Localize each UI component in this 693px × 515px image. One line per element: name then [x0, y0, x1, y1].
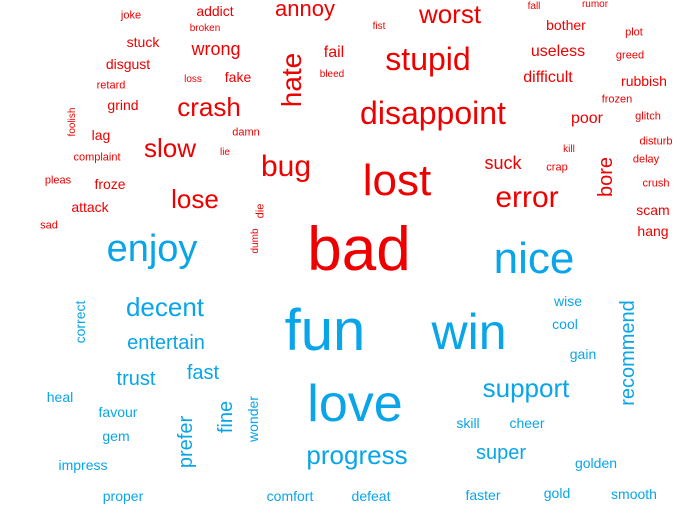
word-progress: progress	[306, 440, 408, 470]
word-addict: addict	[196, 3, 234, 19]
word-hate: hate	[276, 52, 307, 108]
word-wise: wise	[553, 293, 583, 309]
word-cool: cool	[552, 316, 578, 332]
word-gain: gain	[569, 346, 597, 362]
word-glitch: glitch	[635, 110, 661, 123]
word-heal: heal	[46, 389, 74, 405]
word-plot: plot	[625, 26, 643, 39]
word-fail: fail	[323, 44, 345, 61]
word-nice: nice	[493, 234, 575, 283]
word-bug: bug	[260, 150, 312, 183]
word-enjoy: enjoy	[106, 228, 198, 270]
word-poor: poor	[570, 110, 604, 127]
word-kill: kill	[563, 144, 575, 155]
word-disturb: disturb	[639, 135, 673, 148]
word-crap: crap	[546, 161, 568, 174]
word-skill: skill	[456, 415, 480, 431]
word-scam: scam	[636, 202, 670, 218]
word-die: die	[254, 203, 267, 219]
word-grind: grind	[107, 97, 139, 113]
word-froze: froze	[94, 176, 126, 192]
word-hang: hang	[637, 223, 669, 239]
word-complaint: complaint	[73, 151, 121, 164]
word-lie: lie	[219, 147, 231, 158]
word-wrong: wrong	[191, 39, 241, 59]
word-worst: worst	[418, 0, 482, 29]
word-attack: attack	[71, 199, 109, 215]
word-stupid: stupid	[385, 41, 471, 77]
word-stuck: stuck	[126, 34, 160, 50]
word-broken: broken	[189, 23, 221, 34]
word-impress: impress	[58, 457, 108, 473]
word-crush: crush	[642, 177, 670, 190]
word-super: super	[475, 442, 527, 464]
word-lose: lose	[171, 184, 219, 214]
word-faster: faster	[465, 487, 501, 503]
word-correct: correct	[72, 300, 88, 344]
word-dumb: dumb	[250, 228, 261, 254]
word-fake: fake	[224, 69, 252, 85]
word-fun: fun	[284, 298, 366, 363]
word-comfort: comfort	[266, 488, 314, 504]
word-fast: fast	[186, 362, 220, 384]
word-bother: bother	[546, 17, 586, 33]
word-loss: loss	[184, 74, 202, 85]
word-gold: gold	[543, 485, 571, 501]
word-useless: useless	[530, 43, 586, 60]
word-fist: fist	[372, 21, 386, 32]
word-smooth: smooth	[611, 486, 657, 502]
word-lag: lag	[91, 127, 111, 143]
word-support: support	[482, 373, 570, 403]
word-pleas: pleas	[44, 174, 72, 187]
word-entertain: entertain	[127, 332, 205, 354]
word-bad: bad	[307, 215, 411, 284]
word-delay: delay	[632, 153, 660, 166]
word-rumor: rumor	[581, 0, 609, 10]
word-foolish: foolish	[67, 107, 78, 137]
word-golden: golden	[574, 455, 618, 471]
word-greed: greed	[615, 49, 645, 62]
word-crash: crash	[177, 92, 241, 122]
word-defeat: defeat	[351, 488, 391, 504]
word-frozen: frozen	[601, 93, 633, 106]
word-recommend: recommend	[617, 300, 639, 406]
word-bore: bore	[595, 156, 617, 198]
word-prefer: prefer	[175, 415, 197, 469]
word-trust: trust	[116, 368, 156, 390]
word-proper: proper	[102, 488, 144, 504]
word-retard: retard	[96, 79, 126, 92]
word-wonder: wonder	[245, 396, 261, 442]
word-disgust: disgust	[105, 56, 151, 72]
word-cheer: cheer	[509, 415, 545, 431]
word-rubbish: rubbish	[621, 73, 667, 89]
word-fine: fine	[215, 400, 237, 434]
word-bleed: bleed	[319, 69, 345, 80]
word-lost: lost	[362, 156, 432, 205]
word-annoy: annoy	[275, 0, 335, 21]
word-suck: suck	[484, 153, 522, 173]
word-disappoint: disappoint	[360, 95, 506, 131]
word-favour: favour	[98, 404, 138, 420]
word-decent: decent	[125, 292, 205, 322]
word-joke: joke	[120, 9, 142, 22]
word-love: love	[307, 375, 403, 433]
word-error: error	[495, 181, 559, 214]
word-damn: damn	[232, 126, 260, 139]
word-fall: fall	[527, 1, 541, 12]
word-slow: slow	[143, 133, 197, 163]
word-sad: sad	[40, 219, 58, 232]
word-gem: gem	[102, 428, 130, 444]
word-win: win	[431, 304, 507, 360]
word-difficult: difficult	[523, 69, 573, 86]
